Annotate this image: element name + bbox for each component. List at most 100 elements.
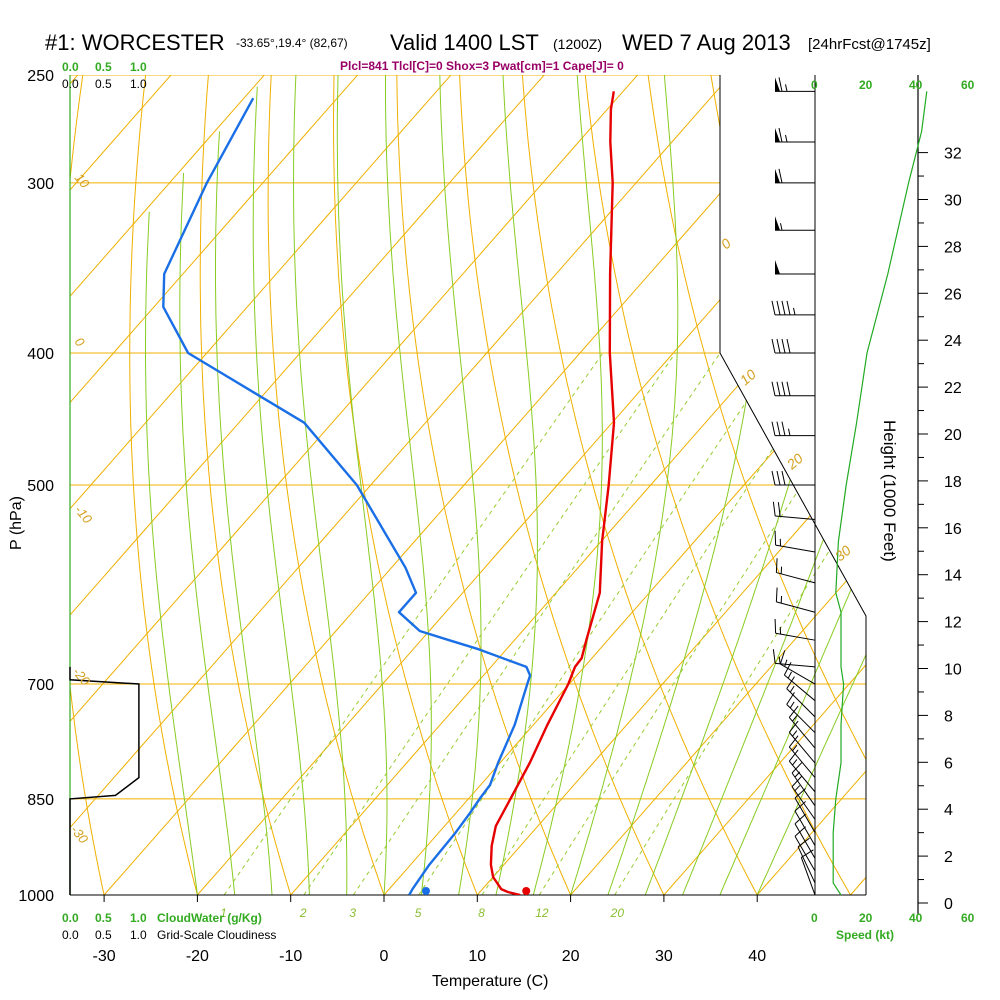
height-tick-label: 2 xyxy=(944,849,953,866)
axes-labels: 1 2 3 5 8 12 200102030100-10-20-30250300400500… xyxy=(18,68,961,965)
cloudwater-scale-bottom-1: 0.5 xyxy=(95,911,112,925)
height-tick-label: 6 xyxy=(944,755,953,772)
wind-barb xyxy=(775,77,815,92)
height-tick-label: 14 xyxy=(944,568,962,585)
moist-adiabat-line xyxy=(532,75,603,895)
speed-scale-bottom-0: 0 xyxy=(811,911,818,925)
isotherm-line xyxy=(70,75,660,895)
cloudiness-profile xyxy=(69,666,140,895)
height-tick-label: 4 xyxy=(944,802,953,819)
moist-adiabat-line xyxy=(145,211,198,895)
wind-barb xyxy=(775,558,816,584)
speed-scale-bottom-3: 60 xyxy=(961,911,975,925)
height-tick-label: 32 xyxy=(944,146,962,163)
temperature-trace xyxy=(489,91,616,895)
speed-scale-top-0: 0 xyxy=(811,78,818,92)
pressure-tick-label: 300 xyxy=(27,176,54,193)
speed-scale-bottom-2: 40 xyxy=(909,911,923,925)
cloudwater-scale-top-1: 0.5 xyxy=(95,60,112,74)
moist-adiabat-line xyxy=(252,86,310,895)
isotherm-line xyxy=(70,75,380,895)
surface-dewpoint-marker xyxy=(421,887,430,895)
speed-scale: 0 20 40 60 0 20 40 60 Speed (kt) xyxy=(811,78,975,942)
dry-adiabat-line xyxy=(267,75,385,895)
wind-barb xyxy=(794,801,816,846)
height-tick-label: 24 xyxy=(944,333,962,350)
moist-adiabat-line xyxy=(495,75,538,895)
isotherm-line xyxy=(70,75,753,895)
mixing-ratio-label: 8 xyxy=(478,906,485,920)
isotherm-line xyxy=(70,75,473,895)
mixing-ratio-label: 3 xyxy=(349,906,356,920)
wind-barb xyxy=(786,692,816,734)
height-axis-title: Height (1000 Feet) xyxy=(880,420,899,562)
station-title: #1: WORCESTER xyxy=(45,30,225,55)
wind-barb xyxy=(797,837,816,884)
moist-adiabat-line xyxy=(570,75,679,895)
mixing-ratio-label: 1 xyxy=(220,906,227,920)
wind-speed-trace xyxy=(832,91,928,896)
isotherm-line xyxy=(850,75,866,895)
dry-adiabat-line xyxy=(70,75,105,895)
wind-barbs xyxy=(421,77,816,896)
dry-adiabat-line xyxy=(332,75,478,895)
isotherm-label: 20 xyxy=(783,450,806,473)
wind-barb xyxy=(794,813,816,859)
wind-speed-profile xyxy=(832,91,928,896)
isotherm-line xyxy=(197,75,866,895)
surface-temperature-marker xyxy=(522,887,531,895)
cloudwater-scale-bottom-0: 0.0 xyxy=(62,911,79,925)
dry-adiabat-label: 10 xyxy=(72,170,93,191)
y-axis-title: P (hPa) xyxy=(8,496,25,550)
mixing-ratio-label: 2 xyxy=(299,906,307,920)
cloudiness-scale-top-2: 1.0 xyxy=(130,77,147,91)
station-coords: -33.65°,19.4° (82,67) xyxy=(236,36,348,50)
cloud-scale-top: 0.0 0.5 1.0 0.0 0.5 1.0 xyxy=(62,60,147,91)
speed-scale-bottom-1: 20 xyxy=(859,911,873,925)
mixing-ratio-label: 12 xyxy=(535,906,549,920)
cloudwater-scale-top-0: 0.0 xyxy=(62,60,79,74)
wind-barb xyxy=(779,650,816,685)
temperature-tick-label: 20 xyxy=(562,948,580,965)
moist-adiabat-line xyxy=(682,75,866,895)
isotherm-line xyxy=(570,75,866,895)
height-tick-label: 22 xyxy=(944,380,962,397)
wind-barb xyxy=(772,501,816,520)
temperature-tick-label: -20 xyxy=(186,948,209,965)
cloudiness-scale-bottom-1: 0.5 xyxy=(95,928,112,942)
x-axis-title: Temperature (C) xyxy=(432,973,548,990)
sounding-traces xyxy=(162,91,616,895)
speed-scale-label: Speed (kt) xyxy=(836,928,894,942)
wind-barb xyxy=(775,168,815,184)
height-tick-label: 12 xyxy=(944,615,962,632)
isotherm-line xyxy=(476,75,866,895)
wind-barb xyxy=(783,662,816,702)
cloudwater-scale-bottom-2: 1.0 xyxy=(130,911,147,925)
mixing-ratio-line xyxy=(303,352,676,895)
pressure-tick-label: 250 xyxy=(27,68,54,85)
wind-barb xyxy=(771,381,815,397)
mixing-ratio-line xyxy=(481,352,837,895)
dewpoint-trace xyxy=(162,97,532,895)
cloudwater-scale-top-2: 1.0 xyxy=(130,60,147,74)
valid-date: WED 7 Aug 2013 xyxy=(622,30,791,55)
height-tick-label: 0 xyxy=(944,896,953,913)
isotherm-line xyxy=(756,75,866,895)
dry-adiabat-line xyxy=(520,75,758,895)
pressure-tick-label: 850 xyxy=(27,792,54,809)
isotherm-label: 10 xyxy=(737,366,759,388)
mixing-ratio-line xyxy=(538,352,866,895)
pressure-tick-label: 500 xyxy=(27,478,54,495)
dry-adiabat-line xyxy=(458,75,665,895)
height-tick-label: 30 xyxy=(944,193,962,210)
cloudiness-scale-bottom-0: 0.0 xyxy=(62,928,79,942)
dry-adiabat-line xyxy=(129,75,198,895)
isotherm-line xyxy=(103,75,846,895)
moist-adiabat-line xyxy=(385,75,432,895)
dry-adiabat-line xyxy=(0,51,24,895)
wind-barb xyxy=(794,826,816,872)
temperature-tick-label: 30 xyxy=(655,948,673,965)
height-tick-label: 8 xyxy=(944,708,953,725)
forecast-label: [24hrFcst@1745z] xyxy=(808,36,931,53)
